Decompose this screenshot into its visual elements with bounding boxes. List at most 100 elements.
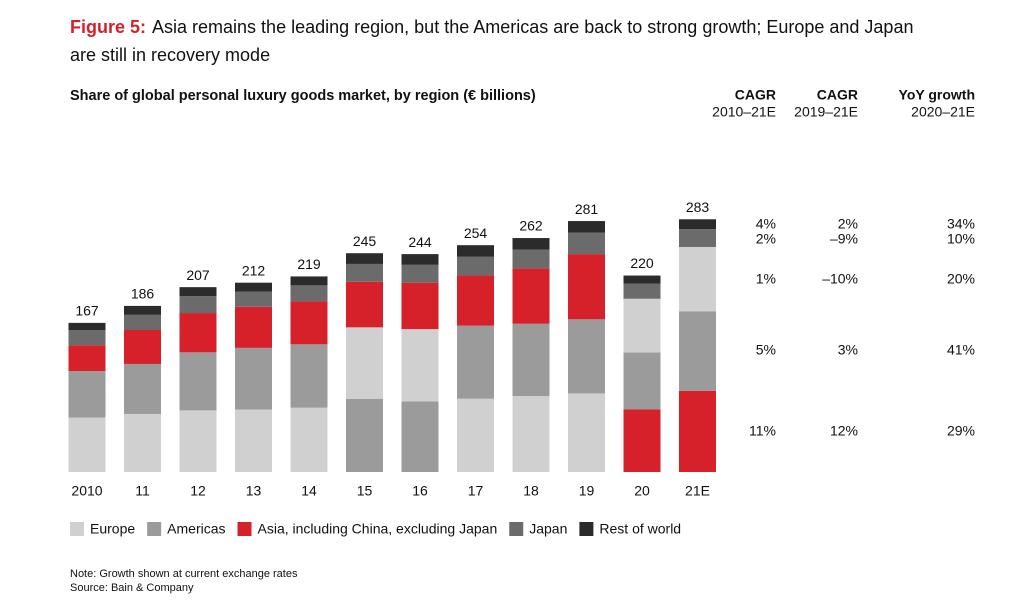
bar-segment [623, 298, 661, 353]
bar-segment [290, 344, 328, 408]
x-tick-label: 11 [135, 483, 150, 499]
table-header: CAGR [735, 87, 776, 103]
bar-segment [68, 330, 106, 346]
note: Source: Bain & Company [70, 582, 194, 594]
table-cell: 11% [749, 423, 776, 439]
bar-segment [124, 413, 161, 472]
legend-label: Rest of world [599, 521, 681, 537]
total-label: 244 [408, 234, 432, 250]
bar-segment [124, 305, 161, 315]
table-cell: –10% [822, 271, 858, 287]
table-header: YoY growth [899, 87, 975, 103]
total-label: 219 [297, 256, 321, 272]
legend-swatch [147, 522, 162, 536]
x-tick-label: 14 [301, 483, 317, 499]
table-cell: 1% [756, 271, 776, 287]
x-tick-label: 16 [412, 483, 428, 499]
table-header: 2019–21E [794, 104, 858, 120]
bar-segment [623, 283, 661, 299]
title-label: Figure 5: [70, 17, 146, 37]
bar-segment [346, 253, 383, 264]
bar-segment [179, 352, 217, 411]
table-cell: 34% [947, 216, 975, 232]
legend-label: Americas [167, 521, 225, 537]
bar-segment [68, 345, 106, 372]
bar-segment [235, 291, 272, 307]
legend-label: Asia, including China, excluding Japan [258, 521, 498, 537]
bar-segment [68, 322, 106, 331]
legend-swatch [237, 522, 252, 536]
bar-segment [457, 245, 494, 257]
bar-segment [124, 363, 161, 414]
bar-segment [623, 352, 661, 410]
bar-segment [679, 246, 716, 312]
bar-segment [623, 409, 661, 472]
bar-segment [346, 263, 383, 282]
table-cell: 4% [756, 216, 776, 232]
x-tick-label: 13 [246, 483, 262, 499]
bar-segment [68, 371, 106, 418]
x-tick-label: 20 [634, 483, 650, 499]
legend-swatch [509, 522, 524, 536]
table-cell: 3% [838, 342, 858, 358]
table-cell: 10% [947, 231, 975, 247]
total-label: 254 [464, 225, 488, 241]
bar-segment [457, 275, 494, 326]
bar-segment [68, 417, 106, 472]
bar-segment [401, 329, 439, 402]
legend-label: Europe [90, 521, 135, 537]
total-label: 207 [186, 267, 210, 283]
bar-segment [179, 287, 217, 297]
bar-segment [401, 401, 439, 472]
table-header: 2010–21E [712, 104, 776, 120]
table-cell: 12% [830, 423, 858, 439]
bar-segment [124, 314, 161, 331]
chart-subtitle: Share of global personal luxury goods ma… [70, 88, 536, 104]
x-tick-label: 12 [190, 483, 206, 499]
bar-segment [346, 327, 383, 399]
legend-label: Japan [529, 521, 567, 537]
bar-segment [457, 398, 494, 472]
bar-segment [623, 275, 661, 284]
bar-segment [235, 282, 272, 292]
bar-segment [235, 409, 272, 472]
total-label: 212 [242, 262, 266, 278]
total-label: 245 [353, 233, 377, 249]
bar-segment [568, 254, 605, 320]
total-label: 281 [575, 201, 599, 217]
bar-segment [401, 282, 439, 330]
bar-segment [290, 285, 328, 302]
table-header: CAGR [817, 87, 858, 103]
bar-segment [568, 221, 605, 233]
bar-segment [512, 396, 550, 472]
table-cell: 41% [947, 342, 975, 358]
table-cell: 2% [838, 216, 858, 232]
bar-segment [401, 254, 439, 265]
bar-segment [346, 281, 383, 328]
table-cell: 20% [947, 271, 975, 287]
bar-segment [179, 410, 217, 472]
bar-segment [512, 238, 550, 250]
table-cell: 5% [756, 342, 776, 358]
total-label: 220 [630, 255, 654, 271]
table-cell: 29% [947, 423, 975, 439]
bar-segment [679, 390, 716, 472]
bar-segment [401, 264, 439, 283]
x-tick-label: 17 [468, 483, 484, 499]
bar-segment [457, 325, 494, 399]
legend-swatch [70, 522, 84, 536]
bar-segment [512, 249, 550, 269]
x-tick-label: 18 [523, 483, 539, 499]
x-tick-label: 15 [357, 483, 373, 499]
bar-segment [679, 229, 716, 247]
table-cell: 2% [756, 231, 776, 247]
x-tick-label: 2010 [71, 483, 102, 499]
bar-segment [124, 330, 161, 364]
x-tick-label: 21E [685, 483, 710, 499]
chart-title: Figure 5: Asia remains the leading region… [70, 17, 913, 65]
bar-segment [346, 398, 383, 472]
table-cell: –9% [830, 231, 858, 247]
bar-segment [679, 311, 716, 391]
bar-segment [235, 347, 272, 410]
